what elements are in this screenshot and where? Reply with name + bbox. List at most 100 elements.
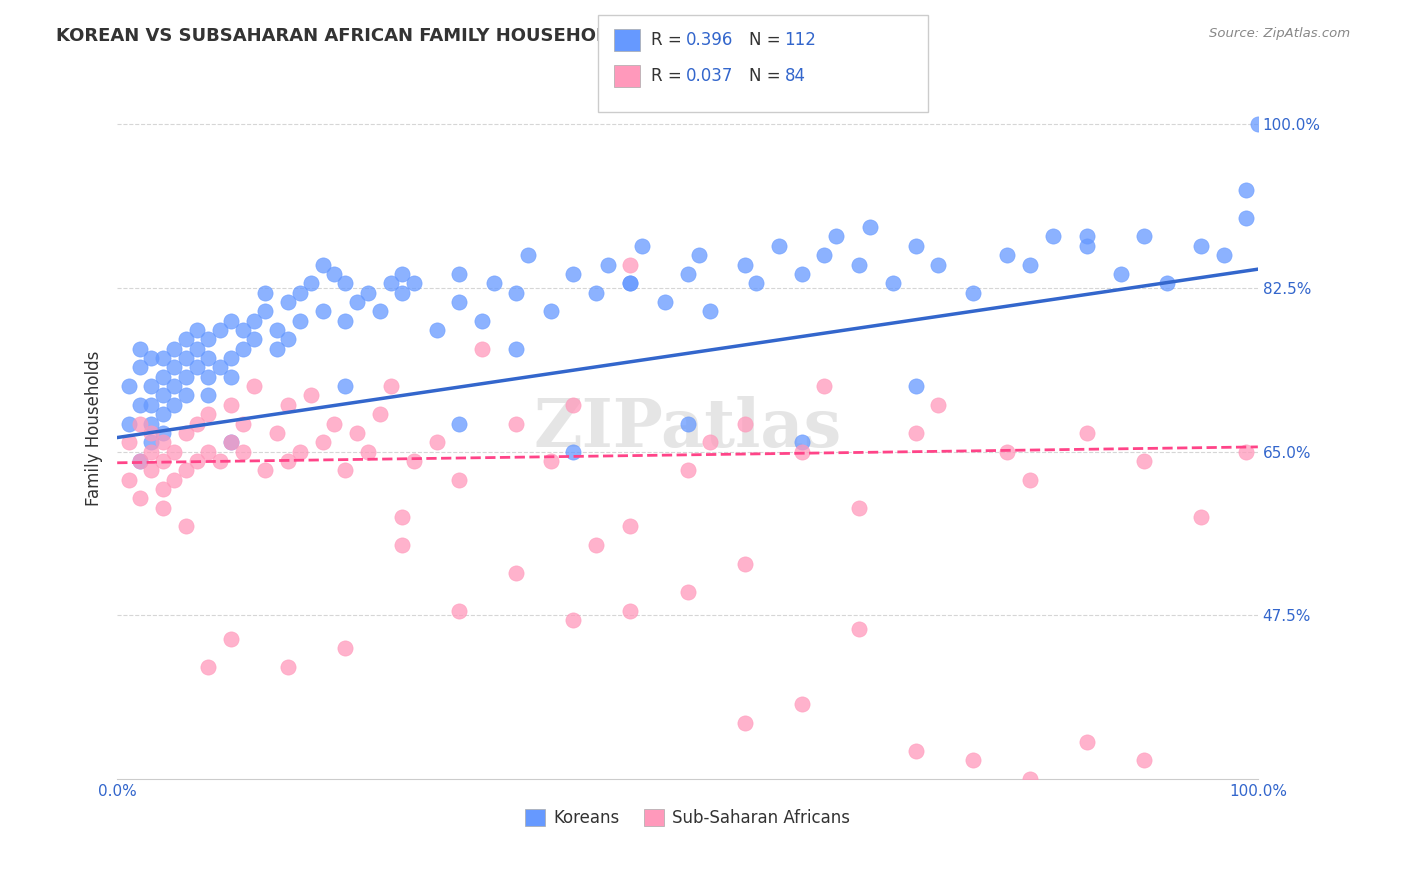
Point: [596, 258, 619, 272]
Point: [174, 425, 197, 440]
Point: [152, 500, 174, 515]
Point: [1189, 510, 1212, 524]
Point: [790, 267, 813, 281]
Point: [129, 454, 152, 468]
Point: [277, 294, 299, 309]
Point: [1042, 229, 1064, 244]
Point: [322, 267, 344, 281]
Point: [219, 435, 242, 450]
Point: [619, 603, 641, 617]
Point: [163, 398, 186, 412]
Point: [1109, 267, 1132, 281]
Point: [266, 342, 288, 356]
Point: [391, 510, 413, 524]
Point: [449, 473, 471, 487]
Point: [482, 276, 505, 290]
Point: [426, 323, 449, 337]
Point: [335, 640, 357, 655]
Point: [1189, 239, 1212, 253]
Point: [904, 744, 927, 758]
Point: [277, 659, 299, 673]
Point: [129, 342, 152, 356]
Point: [1212, 248, 1234, 262]
Point: [117, 473, 139, 487]
Point: [540, 304, 562, 318]
Point: [129, 417, 152, 431]
Point: [745, 276, 768, 290]
Point: [197, 659, 219, 673]
Point: [208, 323, 231, 337]
Point: [174, 369, 197, 384]
Point: [219, 313, 242, 327]
Point: [254, 285, 277, 300]
Point: [562, 398, 585, 412]
Point: [676, 585, 699, 599]
Point: [152, 369, 174, 384]
Point: [699, 304, 721, 318]
Point: [163, 473, 186, 487]
Point: [311, 304, 333, 318]
Point: [311, 435, 333, 450]
Point: [129, 398, 152, 412]
Point: [904, 239, 927, 253]
Point: [505, 566, 527, 581]
Point: [152, 454, 174, 468]
Point: [186, 454, 208, 468]
Point: [505, 417, 527, 431]
Point: [562, 613, 585, 627]
Point: [254, 463, 277, 477]
Text: 84: 84: [785, 67, 806, 85]
Point: [927, 258, 949, 272]
Point: [1236, 211, 1258, 225]
Point: [219, 435, 242, 450]
Point: [790, 444, 813, 458]
Point: [904, 379, 927, 393]
Point: [505, 285, 527, 300]
Point: [859, 220, 882, 235]
Point: [619, 276, 641, 290]
Point: [790, 435, 813, 450]
Point: [322, 417, 344, 431]
Point: [163, 342, 186, 356]
Point: [232, 444, 254, 458]
Point: [676, 267, 699, 281]
Point: [1076, 239, 1098, 253]
Point: [232, 417, 254, 431]
Point: [449, 294, 471, 309]
Point: [1236, 183, 1258, 197]
Point: [197, 388, 219, 402]
Point: [1076, 229, 1098, 244]
Point: [197, 444, 219, 458]
Point: [219, 351, 242, 365]
Point: [585, 285, 607, 300]
Point: [208, 360, 231, 375]
Point: [1018, 772, 1040, 786]
Point: [516, 248, 538, 262]
Point: [824, 229, 846, 244]
Point: [402, 276, 425, 290]
Point: [335, 276, 357, 290]
Point: [197, 407, 219, 421]
Point: [1236, 444, 1258, 458]
Point: [152, 407, 174, 421]
Point: [449, 603, 471, 617]
Point: [540, 454, 562, 468]
Point: [117, 417, 139, 431]
Point: [141, 398, 163, 412]
Point: [962, 753, 984, 767]
Point: [197, 351, 219, 365]
Point: [768, 239, 790, 253]
Point: [152, 388, 174, 402]
Point: [357, 285, 380, 300]
Point: [619, 519, 641, 533]
Point: [277, 454, 299, 468]
Point: [152, 482, 174, 496]
Point: [848, 622, 870, 636]
Point: [335, 463, 357, 477]
Point: [219, 632, 242, 646]
Point: [904, 425, 927, 440]
Point: [243, 313, 266, 327]
Point: [790, 697, 813, 711]
Point: [129, 360, 152, 375]
Point: [346, 425, 368, 440]
